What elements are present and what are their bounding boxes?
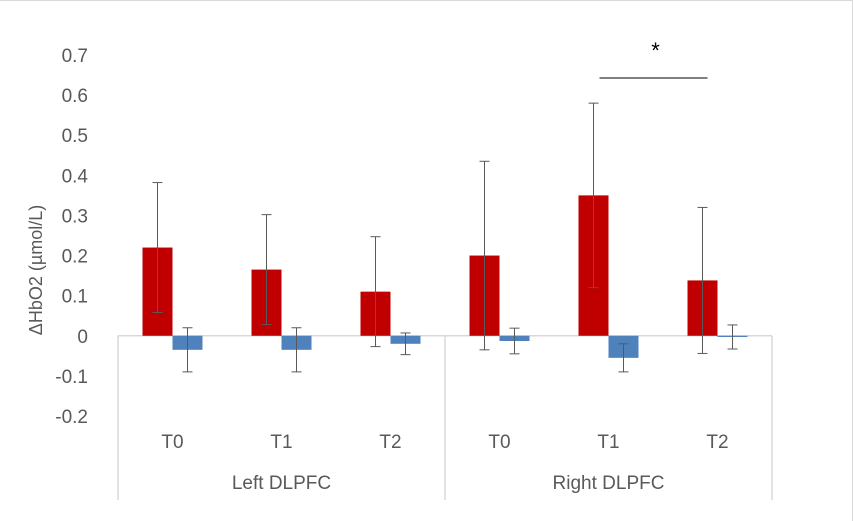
error-bar <box>400 332 411 356</box>
significance-marker: * <box>599 38 708 79</box>
x-tick-label: T0 <box>161 432 183 453</box>
x-tick-label: T1 <box>270 432 292 453</box>
significance-star: * <box>651 38 660 63</box>
y-tick-label: 0 <box>77 327 88 348</box>
x-axis-labels: T0 T1 T2 T0 T1 T2 Left DLPFC Right DLPFC <box>161 432 728 494</box>
x-tick-label: T2 <box>706 432 728 453</box>
error-bar <box>697 206 708 354</box>
axis-lines <box>117 335 773 500</box>
x-group-label: Left DLPFC <box>232 473 331 494</box>
error-bar <box>152 182 163 314</box>
error-bars <box>152 102 738 373</box>
y-tick-label: 0.1 <box>62 287 88 308</box>
y-tick-label: 0.2 <box>62 247 88 268</box>
y-tick-label: 0.6 <box>62 86 88 107</box>
error-bar <box>588 102 599 289</box>
bars <box>142 195 748 358</box>
y-tick-label: 0.5 <box>62 126 88 147</box>
y-tick-label: 0.7 <box>62 46 88 67</box>
error-bar <box>261 214 272 326</box>
error-bar <box>509 327 520 355</box>
y-axis-label: ΔHbO2 (µmol/L) <box>26 205 46 335</box>
y-tick-label: -0.2 <box>55 407 88 428</box>
x-tick-label: T1 <box>597 432 619 453</box>
y-axis-ticks: 0.7 0.6 0.5 0.4 0.3 0.2 0.1 0 -0.1 -0.2 <box>55 46 88 428</box>
y-tick-label: 0.4 <box>62 166 89 187</box>
x-tick-label: T0 <box>488 432 510 453</box>
error-bar <box>182 327 193 373</box>
error-bar <box>479 160 490 351</box>
error-bar <box>291 327 302 373</box>
y-tick-label: -0.1 <box>55 367 88 388</box>
y-tick-label: 0.3 <box>62 206 88 227</box>
x-group-label: Right DLPFC <box>553 473 665 494</box>
error-bar <box>370 236 381 348</box>
x-tick-label: T2 <box>379 432 401 453</box>
error-bar <box>727 324 738 350</box>
error-bar <box>618 343 629 373</box>
